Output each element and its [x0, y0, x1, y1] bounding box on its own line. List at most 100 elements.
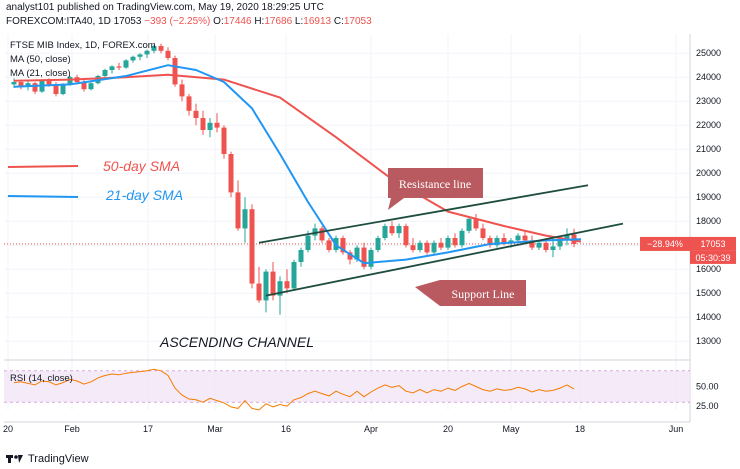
candle	[319, 226, 325, 243]
pct-tag-label: −28.94%	[647, 239, 683, 249]
countdown-label: 05:30:39	[695, 253, 730, 263]
candle-body	[144, 50, 150, 55]
candle	[221, 125, 227, 159]
candle-body	[165, 50, 171, 58]
candle-body	[186, 96, 192, 111]
candle	[249, 204, 255, 289]
candle-body	[130, 56, 136, 61]
candle-body	[151, 46, 157, 51]
sma21-label: 21-day SMA	[105, 187, 183, 203]
candle-body	[291, 262, 297, 289]
candle-body	[207, 122, 213, 130]
x-tick-label: 18	[575, 424, 585, 434]
candle	[361, 242, 367, 270]
x-tick-label: 17	[143, 424, 153, 434]
candle-body	[396, 226, 402, 234]
candle-body	[116, 66, 122, 68]
candle-body	[564, 234, 570, 241]
candle-body	[361, 247, 367, 267]
candle	[466, 216, 472, 234]
y-tick-label: 21000	[696, 144, 721, 154]
candle-body	[375, 238, 381, 250]
candle-body	[305, 235, 311, 250]
candle-body	[403, 226, 409, 246]
candle-body	[459, 230, 465, 246]
y-tick-label: 15000	[696, 288, 721, 298]
candle-body	[102, 70, 108, 76]
rsi-tick-label: 50.00	[696, 382, 719, 392]
legend-ma50: MA (50, close)	[10, 54, 71, 65]
y-tick-label: 14000	[696, 312, 721, 322]
rsi-line	[13, 368, 575, 411]
candle	[438, 238, 444, 250]
candle-body	[466, 218, 472, 231]
candle-body	[312, 228, 318, 236]
candle	[123, 59, 129, 69]
candle	[214, 113, 220, 133]
candle-body	[284, 281, 290, 289]
candle	[165, 47, 171, 61]
candle-body	[298, 250, 304, 262]
candle-body	[200, 118, 206, 130]
candle-body	[438, 242, 444, 248]
candle	[473, 214, 479, 231]
x-tick-label: Mar	[207, 424, 223, 434]
sma50-label: 50-day SMA	[103, 158, 180, 174]
candle	[403, 223, 409, 248]
chart-title: FTSE MIB Index, 1D, FOREX.com	[10, 40, 156, 51]
candle-body	[445, 238, 451, 248]
support-line	[265, 222, 624, 297]
candle	[242, 197, 248, 243]
candle	[494, 235, 500, 248]
candle-body	[46, 80, 52, 85]
candle	[445, 235, 451, 250]
candle-body	[389, 226, 395, 234]
candle-body	[179, 84, 185, 97]
candle-body	[529, 240, 535, 248]
x-tick-label: May	[502, 424, 520, 434]
y-tick-label: 20000	[696, 168, 721, 178]
support-callout	[415, 280, 526, 306]
open-value: 17446	[223, 16, 252, 27]
candle-body	[543, 242, 549, 250]
candle	[382, 223, 388, 241]
candle	[424, 240, 430, 255]
candle	[109, 65, 115, 74]
candle	[116, 62, 122, 70]
candle	[32, 82, 38, 94]
candle-body	[515, 235, 521, 241]
candle-body	[319, 228, 325, 241]
candle	[284, 269, 290, 294]
candle	[151, 44, 157, 54]
symbol: FOREXCOM:ITA40, 1D	[6, 16, 111, 27]
ma21-line	[13, 64, 582, 265]
candle-body	[410, 245, 416, 250]
candle-body	[25, 83, 31, 87]
x-tick-label: Apr	[364, 424, 378, 434]
candle-body	[81, 82, 87, 90]
candle-body	[417, 242, 423, 250]
resistance-callout	[388, 168, 483, 210]
candle-body	[431, 242, 437, 253]
candle-body	[88, 83, 94, 90]
candle	[277, 276, 283, 315]
candle	[137, 53, 143, 61]
publish-info: analyst101 published on TradingView.com,…	[6, 2, 324, 13]
rsi-tick-label: 25.00	[696, 401, 719, 411]
candle	[172, 55, 178, 87]
brand-name: TradingView	[28, 453, 89, 465]
candle-body	[473, 218, 479, 229]
candle	[396, 223, 402, 238]
candle-body	[123, 60, 129, 68]
y-tick-label: 24000	[696, 72, 721, 82]
candle-body	[550, 246, 556, 250]
candle-body	[501, 238, 507, 243]
candle-body	[221, 127, 227, 154]
sma21-swatch	[7, 195, 79, 198]
y-tick-label: 13000	[696, 336, 721, 346]
candle	[88, 82, 94, 91]
legend-ma21: MA (21, close)	[10, 68, 71, 79]
candle	[459, 228, 465, 248]
candle	[312, 223, 318, 241]
